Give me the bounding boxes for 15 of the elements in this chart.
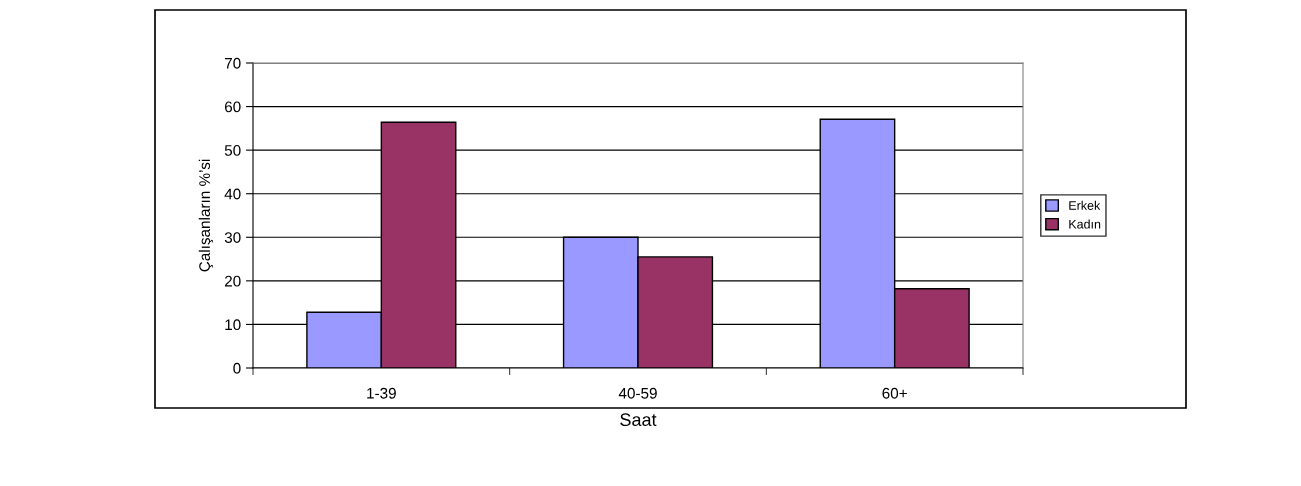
y-tick-label: 40 xyxy=(224,188,241,200)
legend-label: Kadın xyxy=(1069,219,1101,229)
x-tick-label: 1-39 xyxy=(367,387,396,399)
x-axis-title: Saat xyxy=(620,413,657,427)
y-axis-title: Çalışanların %’si xyxy=(198,159,214,272)
y-tick-label: 70 xyxy=(224,57,241,69)
legend-label: Erkek xyxy=(1069,200,1101,210)
y-tick-label: 30 xyxy=(224,232,241,243)
y-tick-label: 60 xyxy=(224,101,241,113)
y-tick-label: 20 xyxy=(224,275,241,287)
y-tick-label: 0 xyxy=(233,362,241,374)
x-tick-label: 60+ xyxy=(882,387,907,399)
y-tick-label: 10 xyxy=(225,319,241,331)
y-tick-label: 50 xyxy=(224,145,241,156)
x-tick-label: 40-59 xyxy=(618,387,657,399)
